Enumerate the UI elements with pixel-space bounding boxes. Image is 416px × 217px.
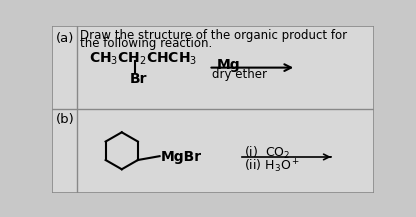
- Text: Br: Br: [129, 72, 147, 86]
- Text: dry ether: dry ether: [213, 68, 267, 81]
- Text: Mg: Mg: [216, 58, 240, 72]
- Text: (i)  CO$_2$: (i) CO$_2$: [244, 145, 291, 161]
- Text: Draw the structure of the organic product for: Draw the structure of the organic produc…: [80, 29, 347, 42]
- Text: (b): (b): [56, 113, 74, 126]
- Text: (a): (a): [56, 32, 74, 45]
- Text: (ii) H$_3$O$^+$: (ii) H$_3$O$^+$: [244, 158, 300, 175]
- Text: CH$_3$CH$_2$CHCH$_3$: CH$_3$CH$_2$CHCH$_3$: [89, 51, 197, 67]
- Text: MgBr: MgBr: [160, 150, 201, 164]
- Text: the following reaction.: the following reaction.: [80, 37, 212, 50]
